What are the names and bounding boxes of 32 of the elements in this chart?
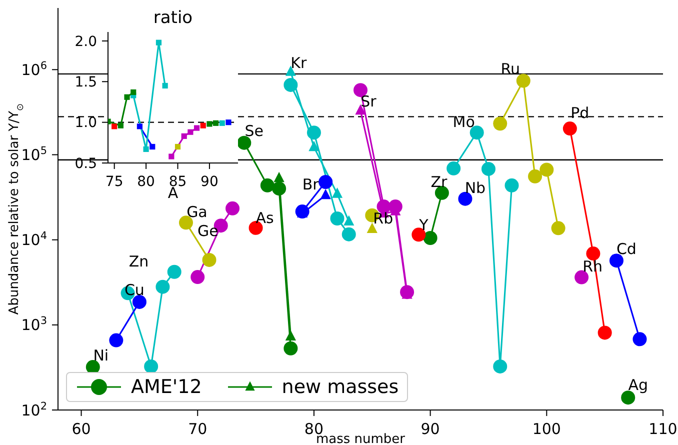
x-tick-label: 75 <box>105 174 124 190</box>
annotation: Nb <box>464 179 486 198</box>
annotation: As <box>256 209 274 228</box>
x-tick-label: 90 <box>420 420 440 438</box>
legend-label: AME'12 <box>131 376 202 398</box>
annotation: Ni <box>93 346 109 364</box>
y-tick-label: 1.0 <box>74 115 97 132</box>
y-tick-label: 10$^{2}$ <box>21 400 47 420</box>
y-tick-label: 10$^{5}$ <box>21 144 47 164</box>
annotation: Y <box>418 216 430 234</box>
y-tick-label: 10$^{6}$ <box>21 60 48 79</box>
annotation: Ga <box>186 202 208 221</box>
chart-title: ratio <box>152 8 194 28</box>
legend-label: new masses <box>282 376 399 398</box>
y-tick-label: 2.0 <box>74 34 97 50</box>
annotation: Mo <box>452 112 475 131</box>
annotation: Kr <box>290 54 308 72</box>
annotation: Ag <box>628 376 648 394</box>
annotation: Zn <box>128 252 149 270</box>
x-tick-label: 100 <box>532 420 561 438</box>
y-tick-label: 1.5 <box>74 74 97 91</box>
annotation: Zr <box>430 173 448 192</box>
annotation: Pd <box>570 104 590 122</box>
x-tick-label: 60 <box>72 420 91 438</box>
y-tick-label: 10$^{3}$ <box>21 315 47 334</box>
x-tick-label: 110 <box>648 420 678 438</box>
annotation: Se <box>244 122 264 140</box>
x-tick-label: 90 <box>200 174 218 190</box>
annotation: Cd <box>616 240 636 258</box>
x-tick-label: 70 <box>188 420 208 438</box>
annotation: Br <box>302 175 320 194</box>
x-tick-label: 80 <box>137 174 155 190</box>
